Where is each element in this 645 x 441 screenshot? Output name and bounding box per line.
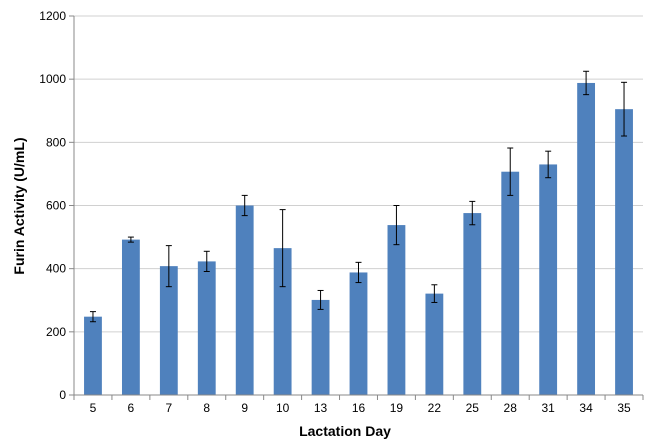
y-tick-label: 1200	[39, 9, 66, 23]
x-tick-label: 34	[579, 401, 593, 415]
bar	[539, 164, 558, 395]
x-tick-label: 8	[203, 401, 210, 415]
bar	[463, 213, 482, 395]
error-bar	[241, 194, 248, 217]
bars	[84, 82, 633, 395]
error-bar	[431, 284, 438, 303]
x-tick-label: 28	[504, 401, 518, 415]
x-tick-label: 35	[617, 401, 631, 415]
x-tick-label: 7	[165, 401, 172, 415]
x-tick-label: 22	[428, 401, 442, 415]
x-tick-label: 19	[390, 401, 404, 415]
bar	[311, 299, 330, 395]
x-tick-label: 9	[241, 401, 248, 415]
x-tick-label: 13	[314, 401, 328, 415]
y-tick-label: 400	[46, 262, 66, 276]
error-bars	[89, 70, 628, 323]
bar	[273, 248, 292, 395]
bar	[425, 293, 444, 395]
x-tick-label: 25	[466, 401, 480, 415]
x-tick-label: 6	[128, 401, 135, 415]
bar	[615, 109, 633, 395]
error-bar	[165, 245, 172, 288]
bar	[349, 272, 368, 395]
error-bar	[583, 70, 590, 96]
x-tick-label: 31	[541, 401, 555, 415]
error-bar	[469, 200, 476, 226]
error-bar	[545, 150, 552, 179]
y-tick-label: 800	[46, 135, 66, 149]
y-tick-label: 0	[59, 388, 66, 402]
bar	[577, 82, 596, 395]
bar	[235, 205, 254, 395]
error-bar	[393, 205, 400, 246]
y-axis-ticks: 0 200 400 600 800 1000 1200	[39, 9, 74, 402]
bar	[121, 239, 140, 395]
y-axis-title: Furin Activity (U/mL)	[11, 137, 27, 274]
x-axis: 5 6 7 8 9 10 13 16 19 22 25 28 31 34 35	[73, 16, 644, 415]
y-tick-label: 200	[46, 325, 66, 339]
x-tick-label: 5	[90, 401, 97, 415]
bar	[84, 316, 102, 395]
error-bar	[89, 311, 96, 323]
x-tick-label: 16	[352, 401, 366, 415]
error-bar	[127, 236, 134, 243]
y-tick-label: 600	[46, 199, 66, 213]
bar	[387, 225, 406, 395]
bar	[501, 171, 520, 395]
error-bar	[317, 289, 324, 310]
error-bar	[355, 261, 362, 284]
bar	[197, 261, 216, 395]
x-axis-title: Lactation Day	[299, 423, 391, 439]
y-tick-label: 1000	[39, 72, 66, 86]
error-bar	[507, 147, 514, 196]
error-bar	[621, 81, 628, 137]
bar	[159, 266, 178, 395]
error-bar	[203, 250, 210, 273]
error-bar	[279, 209, 286, 288]
x-tick-label: 10	[276, 401, 290, 415]
